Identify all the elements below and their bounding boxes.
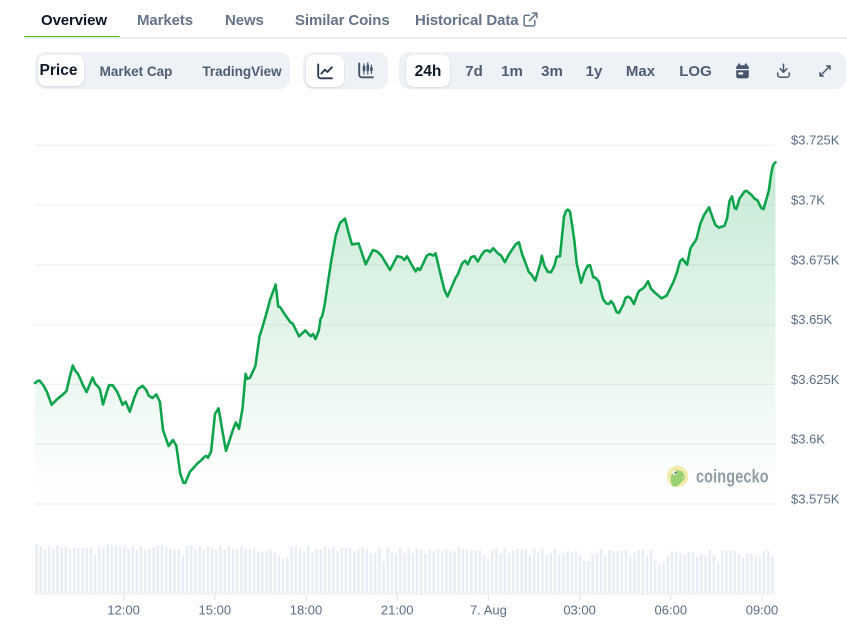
svg-text:03:00: 03:00 bbox=[563, 602, 596, 617]
svg-text:06:00: 06:00 bbox=[655, 602, 688, 617]
svg-text:18:00: 18:00 bbox=[290, 602, 323, 617]
svg-text:$3.575K: $3.575K bbox=[791, 492, 840, 507]
svg-text:$3.725K: $3.725K bbox=[791, 133, 840, 148]
svg-text:$3.625K: $3.625K bbox=[791, 372, 840, 387]
svg-text:$3.6K: $3.6K bbox=[791, 432, 825, 447]
svg-text:$3.7K: $3.7K bbox=[791, 193, 825, 208]
svg-text:$3.65K: $3.65K bbox=[791, 312, 833, 327]
svg-text:15:00: 15:00 bbox=[199, 602, 232, 617]
svg-text:7. Aug: 7. Aug bbox=[470, 602, 507, 617]
svg-text:$3.675K: $3.675K bbox=[791, 252, 840, 267]
svg-text:12:00: 12:00 bbox=[107, 602, 140, 617]
svg-text:21:00: 21:00 bbox=[381, 602, 414, 617]
svg-text:09:00: 09:00 bbox=[746, 602, 779, 617]
